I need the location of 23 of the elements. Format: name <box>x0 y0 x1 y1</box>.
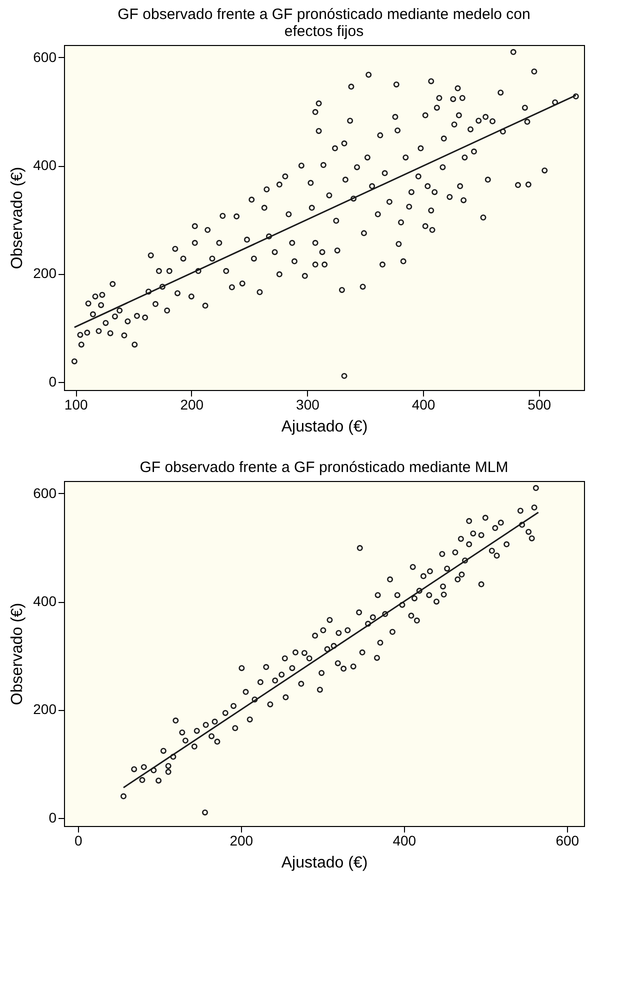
y-tick-label: 200 <box>33 265 57 282</box>
y-tick-label: 600 <box>33 48 57 65</box>
x-tick-label: 600 <box>556 832 580 848</box>
y-tick-label: 400 <box>33 593 57 610</box>
x-tick-label: 500 <box>528 396 552 412</box>
chart-title: GF observado frente a GF pronósticado mediante medelo con efectos fijos <box>118 6 530 40</box>
y-tick-label: 0 <box>48 809 57 826</box>
x-tick-label: 100 <box>64 396 88 412</box>
chart-title: GF observado frente a GF pronósticado mediante MLM <box>140 459 508 476</box>
x-tick-label: 0 <box>74 832 82 848</box>
y-tick-label: 0 <box>48 373 57 390</box>
x-tick-label: 300 <box>296 396 320 412</box>
y-axis-title: Observado (€) <box>9 602 26 706</box>
y-tick-label: 400 <box>33 157 57 174</box>
x-tick-label: 200 <box>180 396 204 412</box>
x-tick-label: 400 <box>412 396 436 412</box>
y-axis-title: Observado (€) <box>9 166 26 270</box>
x-tick-label: 200 <box>230 832 254 848</box>
x-axis-title: Ajustado (€) <box>281 418 368 436</box>
x-tick-label: 400 <box>392 832 416 848</box>
y-tick-label: 600 <box>33 484 57 501</box>
x-axis-title: Ajustado (€) <box>281 854 368 872</box>
y-tick-label: 200 <box>33 701 57 718</box>
